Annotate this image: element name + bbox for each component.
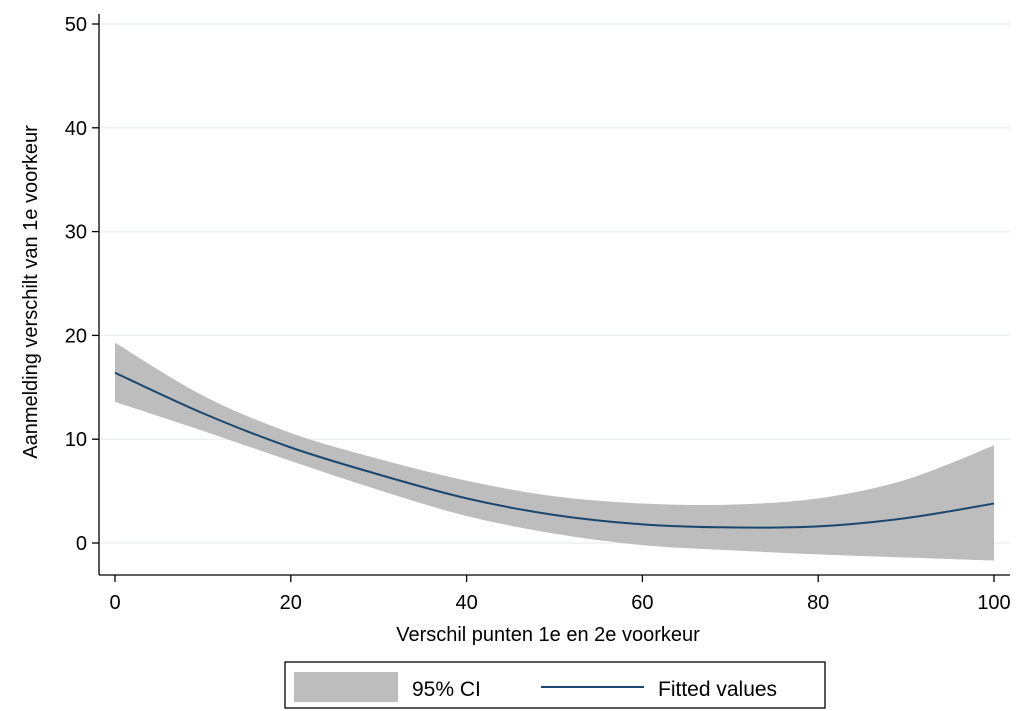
gridlines (99, 23, 1010, 544)
x-tick-label: 60 (631, 592, 653, 614)
y-axis-title: Aanmelding verschilt van 1e voorkeur (20, 125, 42, 459)
x-tick-label: 0 (109, 592, 120, 614)
y-tick-label: 20 (65, 325, 87, 347)
ci-band (115, 342, 994, 561)
y-tick-label: 50 (65, 14, 87, 36)
legend: 95% CI Fitted values (284, 661, 826, 709)
y-tick-label: 40 (65, 118, 87, 140)
x-tick-label: 100 (977, 592, 1010, 614)
legend-ci-swatch (294, 672, 398, 702)
x-ticks: 0 20 40 60 80 100 (109, 575, 1011, 614)
y-tick-label: 30 (65, 222, 87, 244)
x-tick-label: 80 (807, 592, 829, 614)
y-tick-label: 0 (76, 533, 87, 555)
x-tick-label: 20 (280, 592, 302, 614)
y-tick-label: 10 (65, 429, 87, 451)
fitted-line (114, 371, 995, 529)
legend-fitted-label: Fitted values (658, 678, 777, 701)
legend-ci-label: 95% CI (412, 678, 481, 701)
x-tick-label: 40 (455, 592, 477, 614)
y-ticks: 0 10 20 30 40 50 (65, 14, 99, 555)
x-axis-title: Verschil punten 1e en 2e voorkeur (396, 624, 700, 646)
